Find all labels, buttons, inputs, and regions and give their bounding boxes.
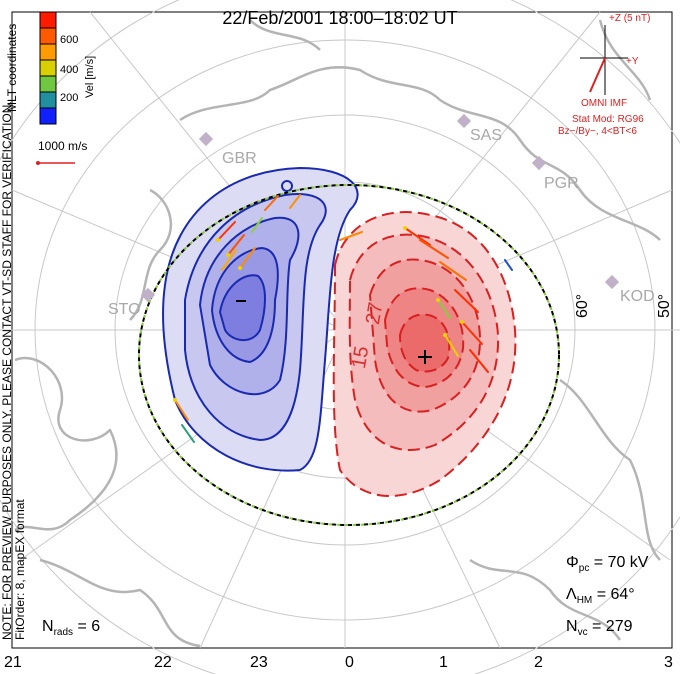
velocity-vectors <box>174 194 513 443</box>
station-label-gbr: GBR <box>222 150 257 167</box>
stat-lambda-hm: ΛHM = 64° <box>566 586 635 607</box>
mlt-label-0: 0 <box>345 654 354 671</box>
station-markers <box>140 113 620 303</box>
colorbar-tick-600: 600 <box>60 34 79 46</box>
coastlines <box>14 19 661 648</box>
potential-maximum-marker <box>418 350 432 364</box>
station-label-sas: SAS <box>470 127 503 144</box>
latitude-label-50: 50° <box>656 293 673 318</box>
stat-phi-pc: Φpc = 70 kV <box>566 554 649 575</box>
latitude-label-60: 60° <box>574 293 591 318</box>
fit-order-note: FitOrder: 8, mapEX format <box>13 499 27 640</box>
coordinates-label: MLT coordinates <box>5 23 19 112</box>
station-label-sto: STO <box>108 301 141 318</box>
colorbar-tick-200: 200 <box>60 92 79 104</box>
contour-label-15: 15 <box>347 344 374 371</box>
imf-model-line1: Stat Mod: RG96 <box>572 114 644 125</box>
imf-z-label: +Z (5 nT) <box>609 13 651 24</box>
stat-n-vc: Nvc = 279 <box>566 618 633 639</box>
velocity-scale-label: 1000 m/s <box>38 139 88 153</box>
colorbar-title: Vel [m/s] <box>84 55 96 98</box>
stat-n-rads: Nrads = 6 <box>42 618 101 639</box>
dawn-convection-cell <box>332 211 517 497</box>
contour-label-27: 27 <box>361 300 388 327</box>
imf-y-label: +Y <box>626 56 639 67</box>
mlt-label-2: 2 <box>534 654 543 671</box>
mlt-label-23: 23 <box>250 654 268 671</box>
velocity-colorbar <box>39 11 57 125</box>
imf-model-line2: Bz−/By−, 4<BT<6 <box>558 126 637 137</box>
mlt-label-1: 1 <box>439 654 448 671</box>
mlt-label-21: 21 <box>4 654 22 671</box>
vector-origins <box>173 226 464 402</box>
imf-vector <box>589 57 606 93</box>
mlt-label-22: 22 <box>154 654 172 671</box>
dusk-convection-cell <box>162 166 359 472</box>
station-label-pgr: PGR <box>544 175 579 192</box>
mlt-label-3: 3 <box>664 654 673 671</box>
station-label-kod: KOD <box>620 288 655 305</box>
page-title: 22/Feb/2001 18:00–18:02 UT <box>222 8 458 28</box>
preview-note: NOTE: FOR PREVIEW PURPOSES ONLY. PLEASE … <box>0 101 14 640</box>
imf-source-label: OMNI IMF <box>581 98 628 109</box>
colorbar-tick-400: 400 <box>60 64 79 76</box>
